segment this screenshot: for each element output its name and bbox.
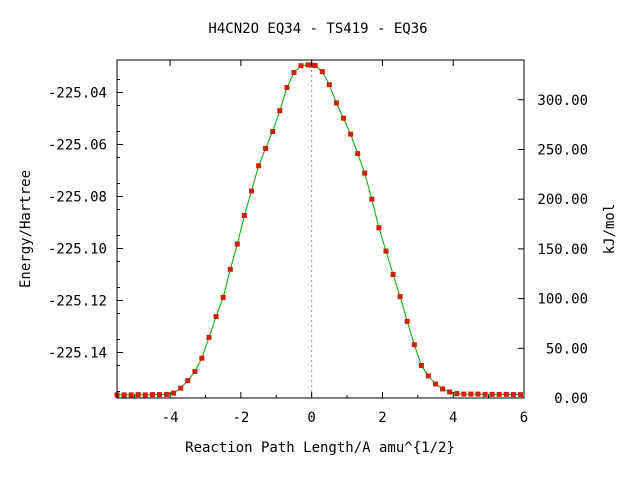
y2-tick-label: 50.00	[546, 341, 588, 357]
data-point	[348, 131, 354, 137]
data-point	[185, 378, 191, 384]
data-point	[461, 391, 467, 397]
data-point	[341, 115, 346, 121]
data-point	[171, 390, 177, 396]
data-point	[440, 386, 446, 392]
energy-series-line	[117, 64, 521, 396]
data-point	[142, 392, 148, 398]
data-point	[199, 355, 205, 361]
data-point	[234, 241, 240, 247]
y2-tick-label: 100.00	[537, 292, 588, 308]
y2-tick-label: 300.00	[537, 93, 588, 109]
data-point	[121, 392, 127, 398]
data-point	[355, 151, 361, 157]
data-point	[468, 391, 474, 397]
data-point	[383, 248, 389, 254]
data-point	[390, 272, 396, 277]
y-tick-label: -225.12	[48, 294, 107, 310]
y-axis-label: Energy/Hartree	[18, 170, 34, 288]
data-point	[227, 266, 233, 272]
data-point	[263, 145, 269, 151]
y2-tick-label: 200.00	[537, 192, 588, 208]
y2-tick-label: 250.00	[537, 142, 588, 158]
y-tick-label: -225.10	[48, 242, 107, 258]
x-tick-label: -2	[232, 410, 249, 426]
y-tick-label: -225.14	[48, 346, 107, 362]
data-point	[284, 85, 290, 91]
x-tick-label: -4	[162, 410, 179, 426]
y-tick-label: -225.06	[48, 138, 107, 154]
data-point	[305, 62, 311, 68]
x-tick-label: 2	[378, 410, 386, 426]
data-point	[213, 314, 219, 320]
data-point	[369, 196, 375, 202]
x-tick-label: 6	[520, 410, 528, 426]
data-point	[128, 392, 134, 398]
data-point	[312, 63, 318, 68]
y2-tick-label: 0.00	[554, 391, 588, 407]
data-point	[433, 381, 438, 387]
data-point	[277, 108, 283, 114]
data-point	[270, 129, 276, 134]
data-point	[404, 318, 410, 324]
data-point	[256, 163, 262, 169]
data-point	[510, 392, 516, 398]
data-point	[482, 391, 488, 397]
data-point	[362, 170, 368, 176]
x-axis-label: Reaction Path Length/A amu^{1/2}	[185, 440, 455, 456]
plot-frame	[116, 59, 525, 399]
x-tick-label: 0	[307, 410, 315, 426]
data-point	[425, 373, 431, 379]
y2-axis-label: kJ/mol	[602, 204, 618, 255]
data-point	[178, 385, 184, 391]
data-point	[418, 363, 424, 368]
data-point	[397, 294, 403, 300]
data-point	[489, 391, 495, 397]
data-point	[496, 391, 502, 397]
data-point	[206, 334, 212, 340]
chart-title: H4CN2O EQ34 - TS419 - EQ36	[208, 21, 427, 37]
y-tick-label: -225.04	[48, 86, 107, 102]
data-point	[326, 82, 332, 88]
data-point	[291, 70, 297, 75]
data-point	[475, 391, 481, 397]
data-point	[319, 69, 325, 75]
data-point	[503, 391, 509, 397]
data-point	[241, 213, 247, 218]
data-point	[220, 294, 226, 300]
x-tick-label: 4	[449, 410, 457, 426]
data-point	[447, 389, 453, 395]
data-point	[411, 342, 417, 348]
y2-tick-label: 150.00	[537, 242, 588, 258]
data-point	[192, 369, 198, 374]
data-point	[249, 188, 254, 194]
data-point	[298, 63, 304, 69]
data-point	[454, 391, 460, 397]
data-point	[164, 391, 169, 397]
data-point	[333, 100, 339, 106]
data-point	[518, 392, 523, 398]
y-tick-label: -225.08	[48, 190, 107, 206]
data-point	[135, 392, 141, 398]
data-point	[149, 392, 155, 398]
data-point	[157, 392, 162, 398]
data-point	[376, 225, 382, 231]
